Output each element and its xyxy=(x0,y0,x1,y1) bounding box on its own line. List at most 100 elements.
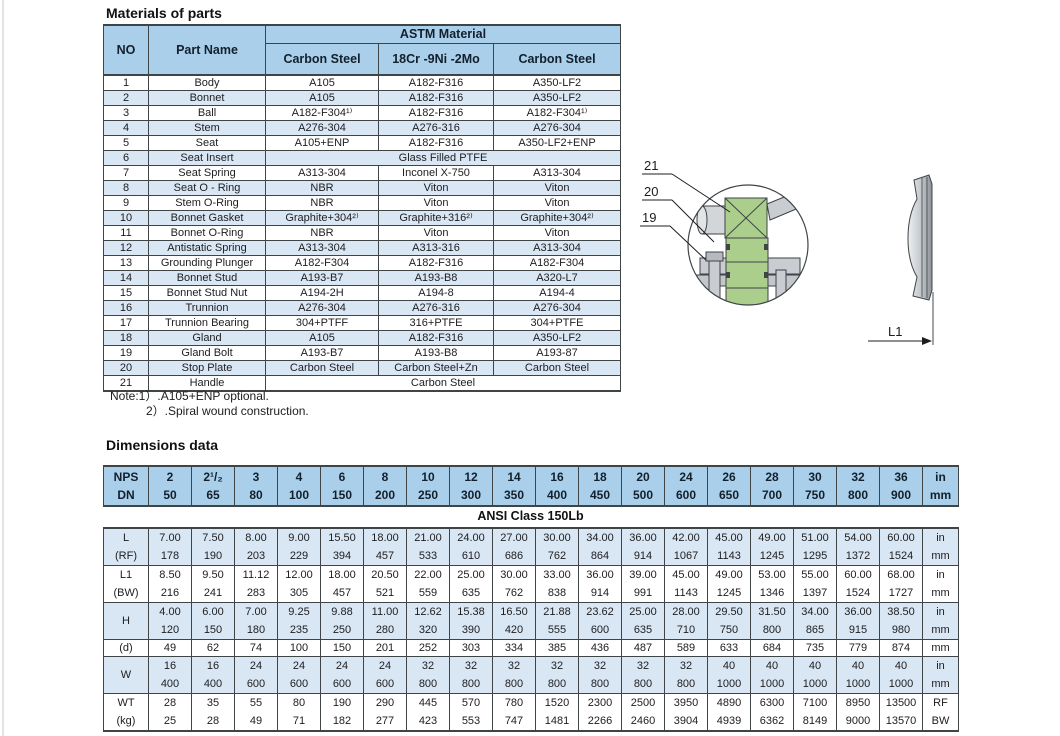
dims-value: 6300 6362 xyxy=(750,693,794,732)
part-no: 13 xyxy=(103,255,149,271)
dims-value: 436 xyxy=(578,639,622,657)
part-name: Trunnion Bearing xyxy=(148,315,266,331)
dims-value: 35 28 xyxy=(191,693,235,732)
materials-row: 2 Bonnet A105 A182-F316 A350-LF2 xyxy=(103,90,621,106)
material-value: A193-B7 xyxy=(265,345,379,361)
part-no: 17 xyxy=(103,315,149,331)
dn-label: DN xyxy=(117,488,135,502)
material-value: NBR xyxy=(265,180,379,196)
part-name: Stem xyxy=(148,120,266,136)
material-value: 304+PTFF xyxy=(265,315,379,331)
dims-value: 303 xyxy=(449,639,493,657)
material-value: A193-B7 xyxy=(265,270,379,286)
dims-row-label: L1 (BW) xyxy=(103,565,149,603)
material-value: Viton xyxy=(378,225,494,241)
material-value: A313-304 xyxy=(265,240,379,256)
dims-value: 1520 1481 xyxy=(535,693,579,732)
material-value: A182-F316 xyxy=(378,330,494,346)
part-no: 5 xyxy=(103,135,149,151)
part-name: Body xyxy=(148,74,266,91)
nps-value: 2 xyxy=(166,470,174,484)
material-value: A193-87 xyxy=(493,345,621,361)
material-value: A194-4 xyxy=(493,285,621,301)
part-no: 21 xyxy=(103,375,149,392)
material-value: A105 xyxy=(265,90,379,106)
dims-value: 40 1000 xyxy=(707,656,751,694)
dimensions-data-table: L (RF) 7.00 178 7.50 190 8.00 203 9.00 229 15.50 39… xyxy=(103,527,959,732)
materials-row: 21 Handle Carbon Steel xyxy=(103,375,621,392)
dims-value: 252 xyxy=(406,639,450,657)
material-value: Viton xyxy=(378,195,494,211)
dimensions-header-table: NPS DN 2 50 2¹/₂ 65 3 80 4 100 6 150 8 200 10 250 12 30… xyxy=(103,465,959,507)
size-col-header: 14 350 xyxy=(492,465,536,507)
dims-value: 32 800 xyxy=(578,656,622,694)
dims-value: 21.88 555 xyxy=(535,602,579,640)
dims-header-label-cell: NPS DN xyxy=(103,465,149,507)
nps-label: NPS xyxy=(113,470,139,484)
nps-value: 6 xyxy=(338,470,346,484)
dims-value: 60.00 1524 xyxy=(836,565,880,603)
dims-value: 570 553 xyxy=(449,693,493,732)
material-value: A350-LF2 xyxy=(493,74,621,91)
part-name: Bonnet Stud Nut xyxy=(148,285,266,301)
materials-row: 8 Seat O - Ring NBR Viton Viton xyxy=(103,180,621,196)
material-value: A182-F304 xyxy=(493,255,621,271)
part-name: Bonnet Gasket xyxy=(148,210,266,226)
dims-value: 74 xyxy=(234,639,278,657)
nps-value: 14 xyxy=(507,470,521,484)
dims-value: 9.25 235 xyxy=(277,602,321,640)
material-value: A313-304 xyxy=(493,240,621,256)
part-name: Grounding Plunger xyxy=(148,255,266,271)
materials-row: 13 Grounding Plunger A182-F304 A182-F316 A18… xyxy=(103,255,621,271)
part-no: 18 xyxy=(103,330,149,346)
material-value: A182-F316 xyxy=(378,105,494,121)
l1-dim-label: L1 xyxy=(888,324,902,339)
dn-value: 150 xyxy=(331,488,353,502)
dims-value: 874 xyxy=(879,639,923,657)
materials-row: 4 Stem A276-304 A276-316 A276-304 xyxy=(103,120,621,136)
dims-value: 24 600 xyxy=(277,656,321,694)
dims-value: 21.00 533 xyxy=(406,527,450,566)
material-value: Viton xyxy=(493,195,621,211)
size-col-header: 2 50 xyxy=(148,465,192,507)
nps-value: 36 xyxy=(894,470,908,484)
materials-row: 12 Antistatic Spring A313-304 A313-316 A313-… xyxy=(103,240,621,256)
dims-value: 7100 8149 xyxy=(793,693,837,732)
nps-value: 26 xyxy=(722,470,736,484)
size-col-header: 30 750 xyxy=(793,465,837,507)
materials-row: 11 Bonnet O-Ring NBR Viton Viton xyxy=(103,225,621,241)
nps-value: 30 xyxy=(808,470,822,484)
part-no: 6 xyxy=(103,150,149,166)
note-line-1: Note:1）.A105+ENP optional. xyxy=(110,389,269,403)
dims-value: 80 71 xyxy=(277,693,321,732)
dims-value: 33.00 838 xyxy=(535,565,579,603)
dims-row-label: W xyxy=(103,656,149,694)
part-no: 2 xyxy=(103,90,149,106)
material-value: A182-F316 xyxy=(378,255,494,271)
materials-row: 18 Gland A105 A182-F316 A350-LF2 xyxy=(103,330,621,346)
dims-value: 12.00 305 xyxy=(277,565,321,603)
dims-value: 24 600 xyxy=(320,656,364,694)
dims-row: H 4.00 120 6.00 150 7.00 180 9.25 235 9.88 250 11.0… xyxy=(103,602,959,640)
col-header-part-name: Part Name xyxy=(148,24,266,76)
size-col-header: 8 200 xyxy=(363,465,407,507)
dims-row: L1 (BW) 8.50 216 9.50 241 11.12 283 12.00 305 18.0… xyxy=(103,565,959,603)
part-no: 19 xyxy=(103,345,149,361)
dims-value: 8.50 216 xyxy=(148,565,192,603)
dims-value: 6.00 150 xyxy=(191,602,235,640)
dims-value: 15.38 390 xyxy=(449,602,493,640)
col-header-astm-group: ASTM Material xyxy=(265,24,621,44)
material-value: 304+PTFE xyxy=(493,315,621,331)
dims-table-body: L (RF) 7.00 178 7.50 190 8.00 203 9.00 229 15.50 39… xyxy=(103,527,959,732)
material-value: A313-304 xyxy=(265,165,379,181)
materials-row: 1 Body A105 A182-F316 A350-LF2 xyxy=(103,74,621,91)
dims-value: 49.00 1245 xyxy=(750,527,794,566)
dimensions-section-title: Dimensions data xyxy=(106,437,219,453)
part-no: 11 xyxy=(103,225,149,241)
dims-value: 49.00 1245 xyxy=(707,565,751,603)
dims-row-label: WT (kg) xyxy=(103,693,149,732)
dims-value: 28 25 xyxy=(148,693,192,732)
material-value: A193-B8 xyxy=(378,345,494,361)
dims-value: 18.00 457 xyxy=(320,565,364,603)
